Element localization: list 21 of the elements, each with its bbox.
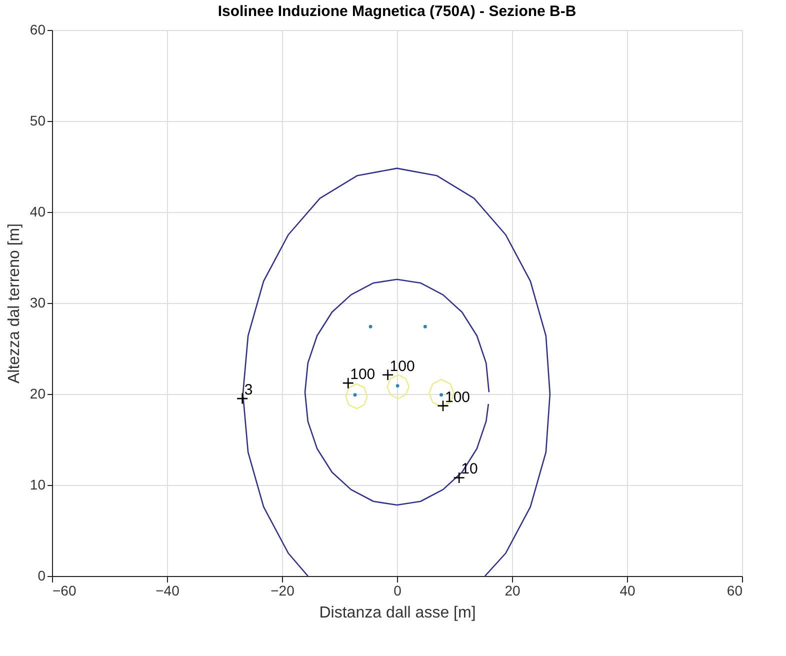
annotation: 3 xyxy=(244,382,253,399)
annotation: 100 xyxy=(445,388,470,406)
y-tick-label: 40 xyxy=(30,204,46,220)
x-tick-label: −60 xyxy=(52,582,76,598)
x-tick-label: −20 xyxy=(270,582,295,598)
y-tick-label: 10 xyxy=(30,476,46,492)
annotation: 100 xyxy=(390,358,415,375)
y-tick-label: 30 xyxy=(30,294,46,310)
x-tick-label: 60 xyxy=(726,582,743,598)
x-tick-label: −40 xyxy=(156,582,180,598)
y-tick-label: 20 xyxy=(30,386,46,402)
annotation: 100 xyxy=(350,366,376,384)
y-axis-title: Altezza dal terreno [m] xyxy=(6,223,23,384)
y-tick-label: 50 xyxy=(30,112,46,128)
chart-title: Isolinee Induzione Magnetica (750A) - Sezione B-B xyxy=(218,3,576,20)
x-tick-label: 0 xyxy=(394,582,402,598)
y-tick-label: 0 xyxy=(38,568,46,584)
x-axis-title: Distanza dall asse [m] xyxy=(319,604,476,622)
x-tick-label: 40 xyxy=(620,582,636,598)
x-tick-label: 20 xyxy=(504,582,520,598)
y-tick-label: 60 xyxy=(30,22,46,38)
